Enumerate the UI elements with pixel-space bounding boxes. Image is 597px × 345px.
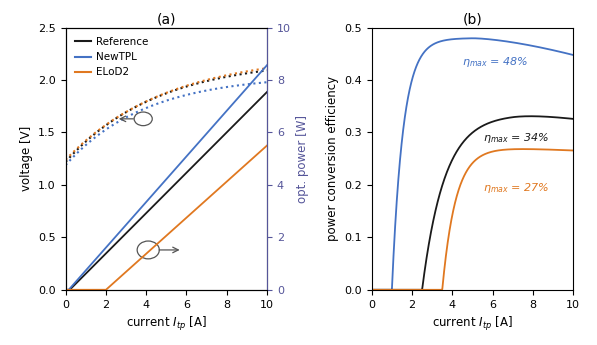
Line: ELoD2: ELoD2 [66,68,267,160]
Reference [62,160,69,164]
Reference [201,80,208,84]
ELoD2 [223,73,230,77]
Line: Reference: Reference [66,70,267,162]
Reference [143,99,150,104]
Text: $\eta_{max}$ = 48%: $\eta_{max}$ = 48% [462,55,529,69]
NewTPL [219,86,226,90]
ELoD2 [219,74,226,78]
NewTPL [223,85,230,89]
Reference [263,68,270,72]
Reference [82,139,90,143]
Text: $\eta_{max}$ = 34%: $\eta_{max}$ = 34% [482,131,549,145]
X-axis label: current $I_{tp}$ [A]: current $I_{tp}$ [A] [432,315,513,333]
ELoD2 [151,96,158,100]
ELoD2 [82,138,90,142]
NewTPL [143,106,150,110]
NewTPL [82,142,90,147]
NewTPL [201,89,208,93]
Title: (a): (a) [156,12,176,27]
ELoD2 [201,79,208,83]
ELoD2 [143,99,150,103]
Text: $\eta_{max}$ = 27%: $\eta_{max}$ = 27% [482,180,549,195]
Line: NewTPL: NewTPL [66,82,267,165]
Y-axis label: voltage [V]: voltage [V] [20,126,33,191]
Legend: Reference, NewTPL, ELoD2: Reference, NewTPL, ELoD2 [71,33,152,81]
Y-axis label: opt. power [W]: opt. power [W] [296,115,309,203]
NewTPL [151,103,158,107]
Title: (b): (b) [463,12,482,27]
Reference [219,76,226,80]
ELoD2 [62,158,69,162]
X-axis label: current $I_{tp}$ [A]: current $I_{tp}$ [A] [126,315,207,333]
NewTPL [62,163,69,167]
NewTPL [263,80,270,84]
Reference [223,75,230,79]
Reference [151,96,158,100]
Y-axis label: power conversion efficiency: power conversion efficiency [326,76,338,241]
ELoD2 [263,66,270,70]
